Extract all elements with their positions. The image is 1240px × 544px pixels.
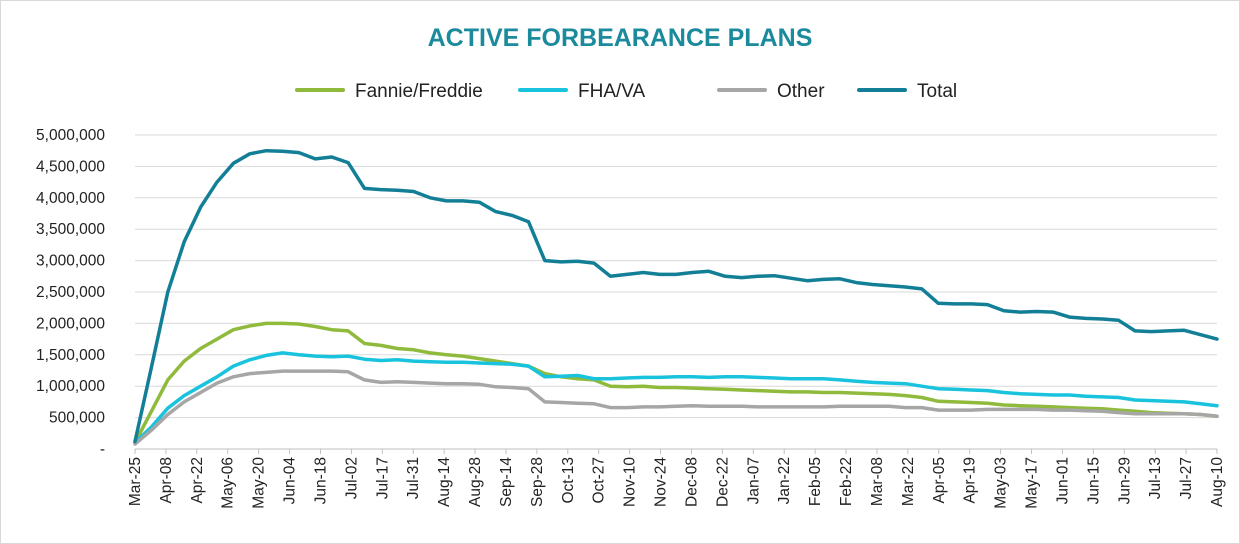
x-tick-label: Jul-31 bbox=[405, 457, 422, 499]
y-tick-label: 4,000,000 bbox=[36, 190, 105, 207]
series-line-total bbox=[133, 148, 1219, 444]
x-tick-label: Feb-05 bbox=[807, 457, 824, 506]
x-tick-label: Sep-14 bbox=[498, 457, 515, 507]
y-tick-label: 1,500,000 bbox=[36, 347, 105, 364]
chart-title: ACTIVE FORBEARANCE PLANS bbox=[428, 24, 813, 52]
x-tick-label: Aug-28 bbox=[467, 457, 484, 507]
x-tick-label: Mar-22 bbox=[900, 457, 917, 506]
y-tick-label: 5,000,000 bbox=[36, 127, 105, 144]
legend-label: Fannie/Freddie bbox=[355, 81, 483, 102]
x-tick-label: Nov-24 bbox=[653, 457, 670, 507]
x-tick-label: Apr-08 bbox=[158, 457, 175, 504]
x-tick-label: May-17 bbox=[1024, 457, 1041, 509]
x-tick-label: Oct-27 bbox=[591, 457, 608, 504]
y-tick-label: 2,000,000 bbox=[36, 315, 105, 332]
y-tick-label: 2,500,000 bbox=[36, 284, 105, 301]
x-tick-label: Jul-02 bbox=[343, 457, 360, 499]
x-tick-label: Jun-01 bbox=[1054, 457, 1071, 504]
y-tick-label: 1,000,000 bbox=[36, 378, 105, 395]
x-axis: Mar-25 Apr-08 Apr-22 May-06 May-20 Jun-04 Jun-… bbox=[127, 448, 1226, 509]
x-tick-label: Jul-27 bbox=[1178, 457, 1195, 499]
x-tick-label: Jun-15 bbox=[1085, 457, 1102, 504]
series-line-fha-va bbox=[133, 351, 1219, 445]
x-tick-label: May-03 bbox=[993, 457, 1010, 509]
x-tick-label: Nov-10 bbox=[622, 457, 639, 507]
series-line-other bbox=[133, 369, 1219, 446]
legend-item-other: Other bbox=[717, 81, 825, 102]
y-tick-label: 500,000 bbox=[49, 410, 105, 427]
x-tick-label: Apr-22 bbox=[189, 457, 206, 504]
legend-item-fannie-freddie: Fannie/Freddie bbox=[295, 81, 483, 102]
chart-legend: Fannie/Freddie FHA/VA Other Total bbox=[295, 81, 957, 102]
x-tick-label: Jun-18 bbox=[312, 457, 329, 504]
y-tick-label: 4,500,000 bbox=[36, 158, 105, 175]
x-tick-label: May-06 bbox=[220, 457, 237, 509]
x-tick-label: Dec-08 bbox=[683, 457, 700, 507]
legend-label: Total bbox=[917, 81, 957, 102]
legend-label: Other bbox=[777, 81, 825, 102]
x-tick-label: May-20 bbox=[251, 457, 268, 509]
x-tick-label: Aug-14 bbox=[436, 457, 453, 507]
x-tick-label: Jun-29 bbox=[1116, 457, 1133, 504]
y-axis: - 500,000 1,000,000 1,500,000 2,000,000 2,500… bbox=[36, 127, 105, 458]
x-tick-label: Dec-22 bbox=[714, 457, 731, 507]
series-line-fannie-freddie bbox=[133, 321, 1219, 445]
series-lines bbox=[133, 148, 1219, 446]
x-tick-label: Sep-28 bbox=[529, 457, 546, 507]
x-tick-label: Jan-22 bbox=[776, 457, 793, 504]
x-tick-label: Apr-05 bbox=[931, 457, 948, 504]
y-tick-label: 3,500,000 bbox=[36, 221, 105, 238]
x-tick-label: Jul-17 bbox=[374, 457, 391, 499]
x-tick-label: Apr-19 bbox=[962, 457, 979, 504]
x-tick-label: Jan-07 bbox=[745, 457, 762, 504]
y-tick-label: 3,000,000 bbox=[36, 253, 105, 270]
x-tick-label: Mar-25 bbox=[127, 457, 144, 506]
x-tick-label: Oct-13 bbox=[560, 457, 577, 504]
x-tick-label: Feb-22 bbox=[838, 457, 855, 506]
x-tick-label: Mar-08 bbox=[869, 457, 886, 506]
y-tick-label: - bbox=[100, 441, 105, 458]
legend-label: FHA/VA bbox=[578, 81, 646, 102]
x-tick-label: Aug-10 bbox=[1209, 457, 1226, 507]
x-tick-label: Jun-04 bbox=[282, 457, 299, 505]
legend-item-fha-va: FHA/VA bbox=[518, 81, 646, 102]
legend-item-total: Total bbox=[857, 81, 957, 102]
x-tick-label: Jul-13 bbox=[1147, 457, 1164, 499]
